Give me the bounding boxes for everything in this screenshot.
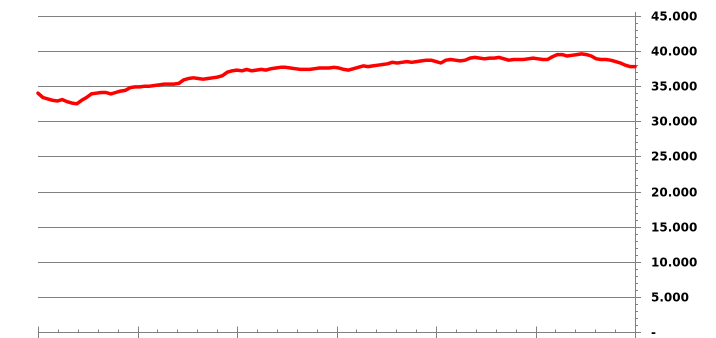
series-line — [36, 52, 637, 106]
y-tick-label: 30.000 — [651, 115, 697, 129]
y-tick-label: 40.000 — [651, 45, 697, 59]
y-tick-label: 45.000 — [651, 10, 697, 24]
y-axis: - 5.000 10.000 15.000 20.000 25.000 30.000 35.0… — [635, 10, 697, 338]
y-tick-label: 35.000 — [651, 80, 697, 94]
y-tick-label: 5.000 — [651, 291, 689, 305]
y-tick-label: 10.000 — [651, 256, 697, 270]
y-tick-label: 25.000 — [651, 150, 697, 164]
x-axis — [38, 326, 636, 338]
y-tick-label: 15.000 — [651, 221, 697, 235]
series-layer — [36, 52, 637, 106]
y-tick-label: - — [651, 326, 656, 338]
y-tick-label: 20.000 — [651, 186, 697, 200]
